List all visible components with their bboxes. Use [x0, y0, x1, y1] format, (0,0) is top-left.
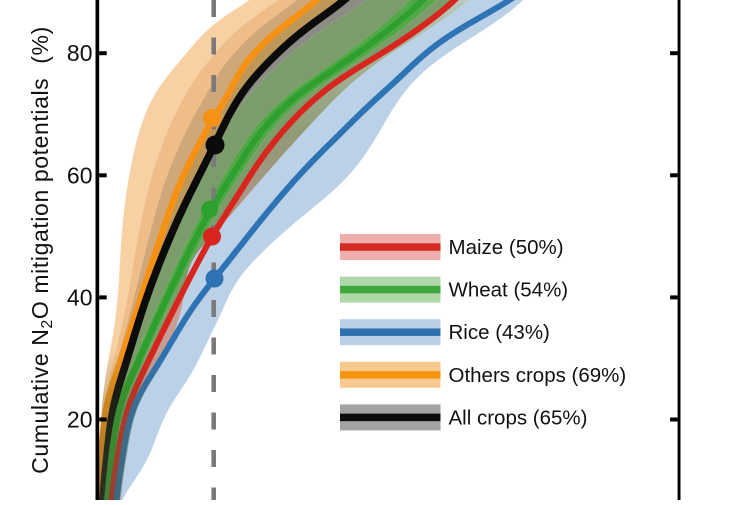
- svg-text:Maize (50%): Maize (50%): [449, 236, 564, 259]
- svg-text:Wheat (54%): Wheat (54%): [449, 279, 569, 302]
- svg-text:60: 60: [67, 162, 93, 188]
- svg-text:Others crops (69%): Others crops (69%): [449, 364, 627, 387]
- svg-text:40: 40: [67, 284, 93, 310]
- svg-text:Cumulative N2O mitigation pote: Cumulative N2O mitigation potentials (%): [27, 26, 56, 474]
- svg-text:All crops (65%): All crops (65%): [449, 406, 588, 429]
- svg-text:80: 80: [67, 40, 93, 66]
- svg-text:Rice (43%): Rice (43%): [449, 321, 550, 344]
- svg-text:20: 20: [67, 407, 93, 433]
